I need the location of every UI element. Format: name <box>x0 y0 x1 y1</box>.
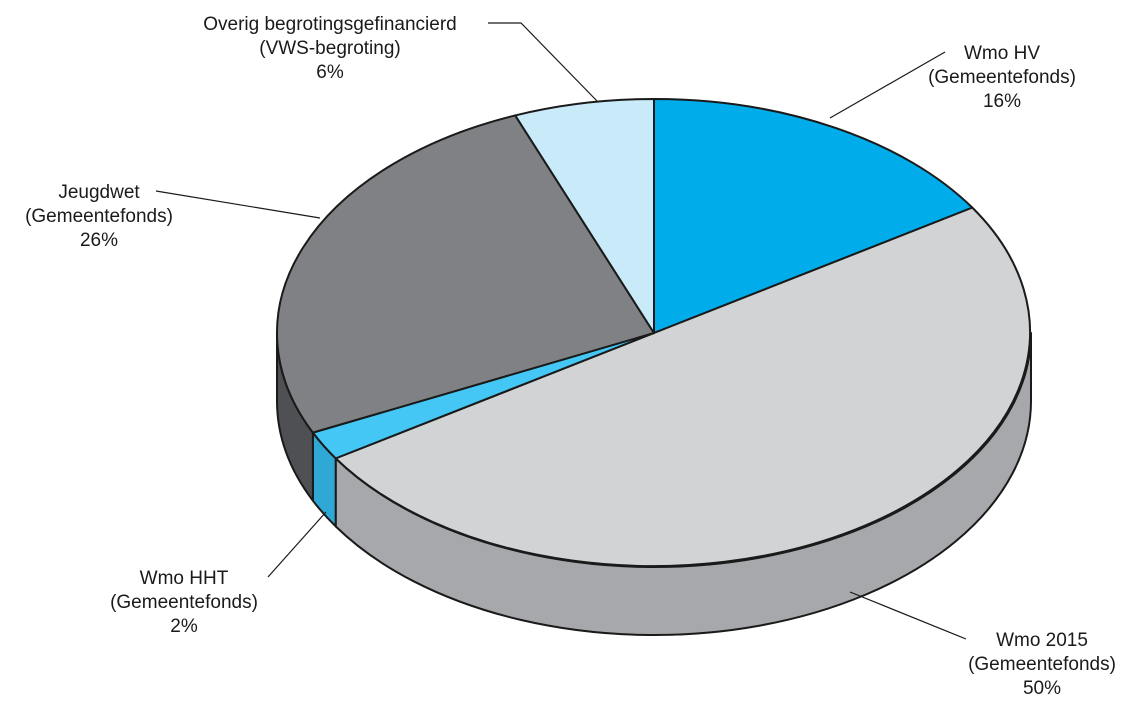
leader-line-wmo-hv <box>829 51 946 119</box>
leader-line-overig-begrotingsgefinancierd <box>488 22 599 103</box>
slice-value-label-jeugdwet: 26% <box>80 230 118 251</box>
slice-value-label-wmo-hv: 16% <box>983 91 1021 112</box>
slice-label-wmo-hv: (Gemeentefonds) <box>928 67 1076 88</box>
pie-slice-overig-begrotingsgefinancierd <box>514 98 655 334</box>
slice-label-overig-begrotingsgefinancierd: Overig begrotingsgefinancierd <box>203 14 457 35</box>
slice-label-wmo-hv: Wmo HV <box>964 43 1040 64</box>
leader-line-wmo-2015 <box>849 591 967 640</box>
pie-label-layer: Wmo HV (Gemeentefonds) 16% Wmo 2015 (Gemeent… <box>25 14 1116 699</box>
slice-value-label-overig-begrotingsgefinancierd: 6% <box>316 62 344 83</box>
leader-line-wmo-hht <box>267 511 327 578</box>
pie-slice-jeugdwet <box>276 114 655 434</box>
slice-label-jeugdwet: Jeugdwet <box>58 182 140 203</box>
slice-label-overig-begrotingsgefinancierd: (VWS-begroting) <box>259 38 401 59</box>
slice-value-label-wmo-2015: 50% <box>1023 678 1061 699</box>
slice-label-wmo-hht: (Gemeentefonds) <box>110 592 258 613</box>
pie-slice-wmo-2015 <box>334 206 1032 568</box>
slice-label-wmo-2015: Wmo 2015 <box>996 630 1088 651</box>
pie-face-layer <box>276 98 1032 568</box>
slice-label-wmo-2015: (Gemeentefonds) <box>968 654 1116 675</box>
slice-label-jeugdwet: (Gemeentefonds) <box>25 206 173 227</box>
slice-value-label-wmo-hht: 2% <box>170 616 198 637</box>
slice-label-wmo-hht: Wmo HHT <box>140 568 229 589</box>
leader-line-jeugdwet <box>155 190 321 219</box>
pie-slice-wmo-hv <box>653 98 974 334</box>
